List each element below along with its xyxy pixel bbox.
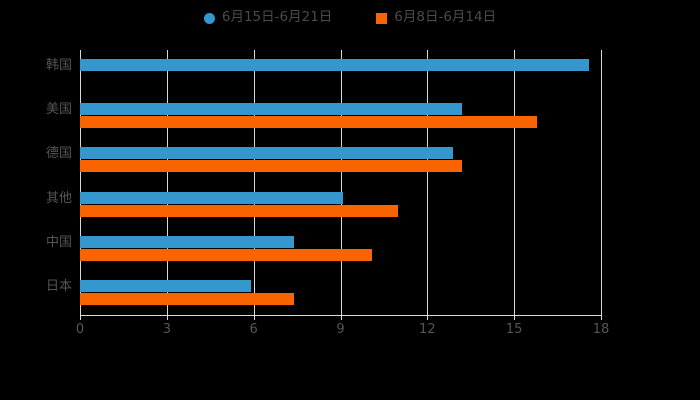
bar-series-1[interactable] <box>80 191 344 204</box>
x-axis-tick-label: 15 <box>505 322 523 337</box>
y-axis-tick-label: 美国 <box>45 102 72 118</box>
x-axis-tick-label: 0 <box>75 322 85 337</box>
legend-label-series-1: 6月15日-6月21日 <box>221 9 333 26</box>
x-axis-tick-mark <box>80 315 81 320</box>
x-axis-tick-mark <box>601 315 602 320</box>
y-axis-tick-label: 其他 <box>45 190 72 206</box>
gridline <box>166 50 168 315</box>
y-axis-labels: 韩国美国德国其他中国日本 <box>0 50 72 315</box>
gridline <box>253 50 255 315</box>
x-axis: 0 3 6 9 12 15 18 <box>76 315 609 345</box>
gridline <box>601 50 602 315</box>
square-marker-icon <box>376 12 388 24</box>
bar-series-2[interactable] <box>80 116 538 129</box>
x-axis-tick-label: 9 <box>336 322 345 337</box>
legend-item-series-1[interactable]: 6月15日-6月21日 <box>203 9 333 26</box>
chart-legend: 6月15日-6月21日 6月8日-6月14日 <box>0 4 700 32</box>
x-axis-tick-mark <box>166 315 168 320</box>
bar-series-2[interactable] <box>80 292 295 305</box>
x-axis-tick-mark <box>340 315 342 320</box>
bar-series-2[interactable] <box>80 160 463 173</box>
bar-series-1[interactable] <box>80 147 454 160</box>
plot-area <box>80 50 602 315</box>
x-axis-tick-label: 6 <box>249 322 258 337</box>
x-axis-tick-mark <box>427 315 429 320</box>
x-axis-tick-label: 12 <box>419 322 436 337</box>
y-axis-line <box>80 50 81 315</box>
bar-series-2[interactable] <box>80 248 373 261</box>
gridline <box>340 50 342 315</box>
x-axis-tick-label: 3 <box>162 322 171 337</box>
legend-item-series-2[interactable]: 6月8日-6月14日 <box>376 11 496 25</box>
x-axis-tick-mark <box>253 315 255 320</box>
bar-series-1[interactable] <box>80 235 295 248</box>
y-axis-tick-label: 日本 <box>45 278 72 294</box>
y-axis-tick-label: 韩国 <box>45 58 72 74</box>
gridline <box>514 50 516 315</box>
bar-series-2[interactable] <box>80 204 399 217</box>
legend-label-series-2: 6月8日-6月14日 <box>394 9 497 26</box>
x-axis-tick-mark <box>514 315 516 320</box>
gridline <box>427 50 429 315</box>
y-axis-tick-label: 中国 <box>45 234 72 250</box>
bar-series-1[interactable] <box>80 279 251 292</box>
bar-series-1[interactable] <box>80 59 590 72</box>
x-axis-tick-label: 18 <box>592 322 610 337</box>
circle-marker-icon <box>203 12 215 24</box>
bar-series-1[interactable] <box>80 103 463 116</box>
y-axis-tick-label: 德国 <box>45 146 72 162</box>
